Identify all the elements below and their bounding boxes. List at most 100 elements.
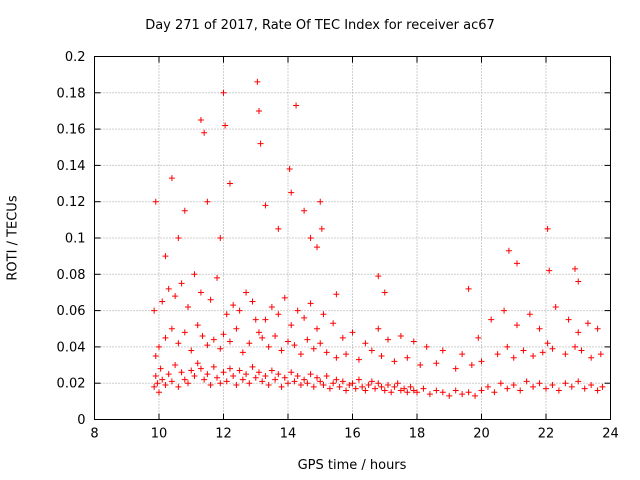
data-point (172, 293, 179, 300)
data-point (217, 345, 224, 352)
data-point (320, 311, 327, 318)
data-point (291, 378, 298, 385)
data-point (581, 385, 588, 392)
data-point (207, 296, 214, 303)
data-point (175, 235, 182, 241)
data-point (272, 376, 279, 383)
data-point (220, 369, 227, 376)
data-point (294, 372, 301, 379)
data-point (565, 316, 572, 323)
data-point (310, 383, 317, 390)
data-point (544, 225, 551, 232)
data-point (262, 202, 269, 209)
data-point (152, 352, 159, 359)
data-point (339, 378, 346, 385)
data-point (168, 175, 175, 182)
data-point (156, 389, 162, 396)
data-point (294, 307, 301, 314)
data-point (204, 342, 211, 349)
data-point (259, 378, 266, 385)
data-point (210, 336, 217, 343)
data-point (530, 383, 537, 390)
data-point (552, 303, 559, 310)
data-point (333, 376, 340, 383)
data-point (156, 343, 162, 350)
data-point (288, 322, 295, 329)
data-point (326, 385, 333, 392)
data-point (330, 380, 337, 387)
data-point (165, 371, 172, 378)
data-point (317, 340, 324, 347)
data-point (359, 383, 366, 390)
data-point (523, 378, 530, 385)
data-point (265, 382, 272, 389)
y-tick-label: 0.18 (57, 86, 86, 101)
data-point (301, 376, 308, 383)
data-point (378, 383, 385, 390)
data-point (536, 380, 543, 387)
data-point (536, 325, 543, 332)
data-point (199, 333, 206, 340)
data-point (288, 369, 295, 376)
data-point (285, 380, 291, 387)
data-point (368, 378, 375, 385)
data-point (320, 382, 327, 389)
data-point (372, 385, 379, 392)
data-point (301, 314, 308, 321)
x-axis-label: GPS time / hours (297, 458, 407, 473)
data-point (513, 260, 520, 267)
data-point (355, 356, 362, 363)
data-point (307, 300, 314, 307)
data-point (549, 345, 556, 352)
data-point (268, 367, 275, 374)
data-point (584, 320, 591, 327)
data-point (220, 331, 227, 338)
data-point (465, 389, 472, 396)
data-point (504, 385, 511, 392)
y-tick-label: 0.2 (65, 50, 86, 65)
data-point (178, 369, 185, 376)
data-point (178, 280, 185, 287)
data-point (265, 343, 272, 350)
y-tick-label: 0.06 (57, 304, 86, 319)
data-point (159, 298, 166, 305)
data-point (459, 351, 466, 358)
data-point (575, 378, 582, 385)
data-point (223, 378, 230, 385)
data-point (254, 78, 261, 85)
x-tick-label: 8 (90, 427, 98, 442)
x-tick-label: 22 (538, 427, 555, 442)
data-point (578, 347, 585, 354)
data-point (152, 198, 159, 205)
data-point (318, 225, 325, 232)
data-point (572, 265, 579, 272)
data-point (207, 382, 214, 389)
data-point (297, 382, 304, 389)
data-point (168, 378, 175, 385)
data-point (185, 303, 192, 310)
data-point (446, 392, 453, 399)
data-point (417, 362, 424, 369)
data-point (349, 380, 356, 387)
data-point (236, 307, 243, 314)
data-point (181, 376, 188, 383)
data-point (410, 338, 417, 345)
data-point (452, 365, 459, 372)
data-point (246, 340, 253, 347)
data-point (375, 273, 382, 280)
data-point (262, 316, 269, 323)
data-point (159, 376, 166, 383)
data-point (181, 329, 188, 336)
data-point (468, 362, 475, 369)
data-point (543, 385, 549, 392)
data-point (201, 376, 208, 383)
data-point (433, 387, 440, 394)
data-point (475, 334, 482, 341)
data-point (504, 343, 511, 350)
data-point (510, 382, 517, 389)
data-point (317, 378, 324, 385)
data-point (488, 316, 495, 323)
data-point (252, 316, 259, 323)
data-point (404, 354, 411, 361)
data-point (233, 382, 240, 389)
